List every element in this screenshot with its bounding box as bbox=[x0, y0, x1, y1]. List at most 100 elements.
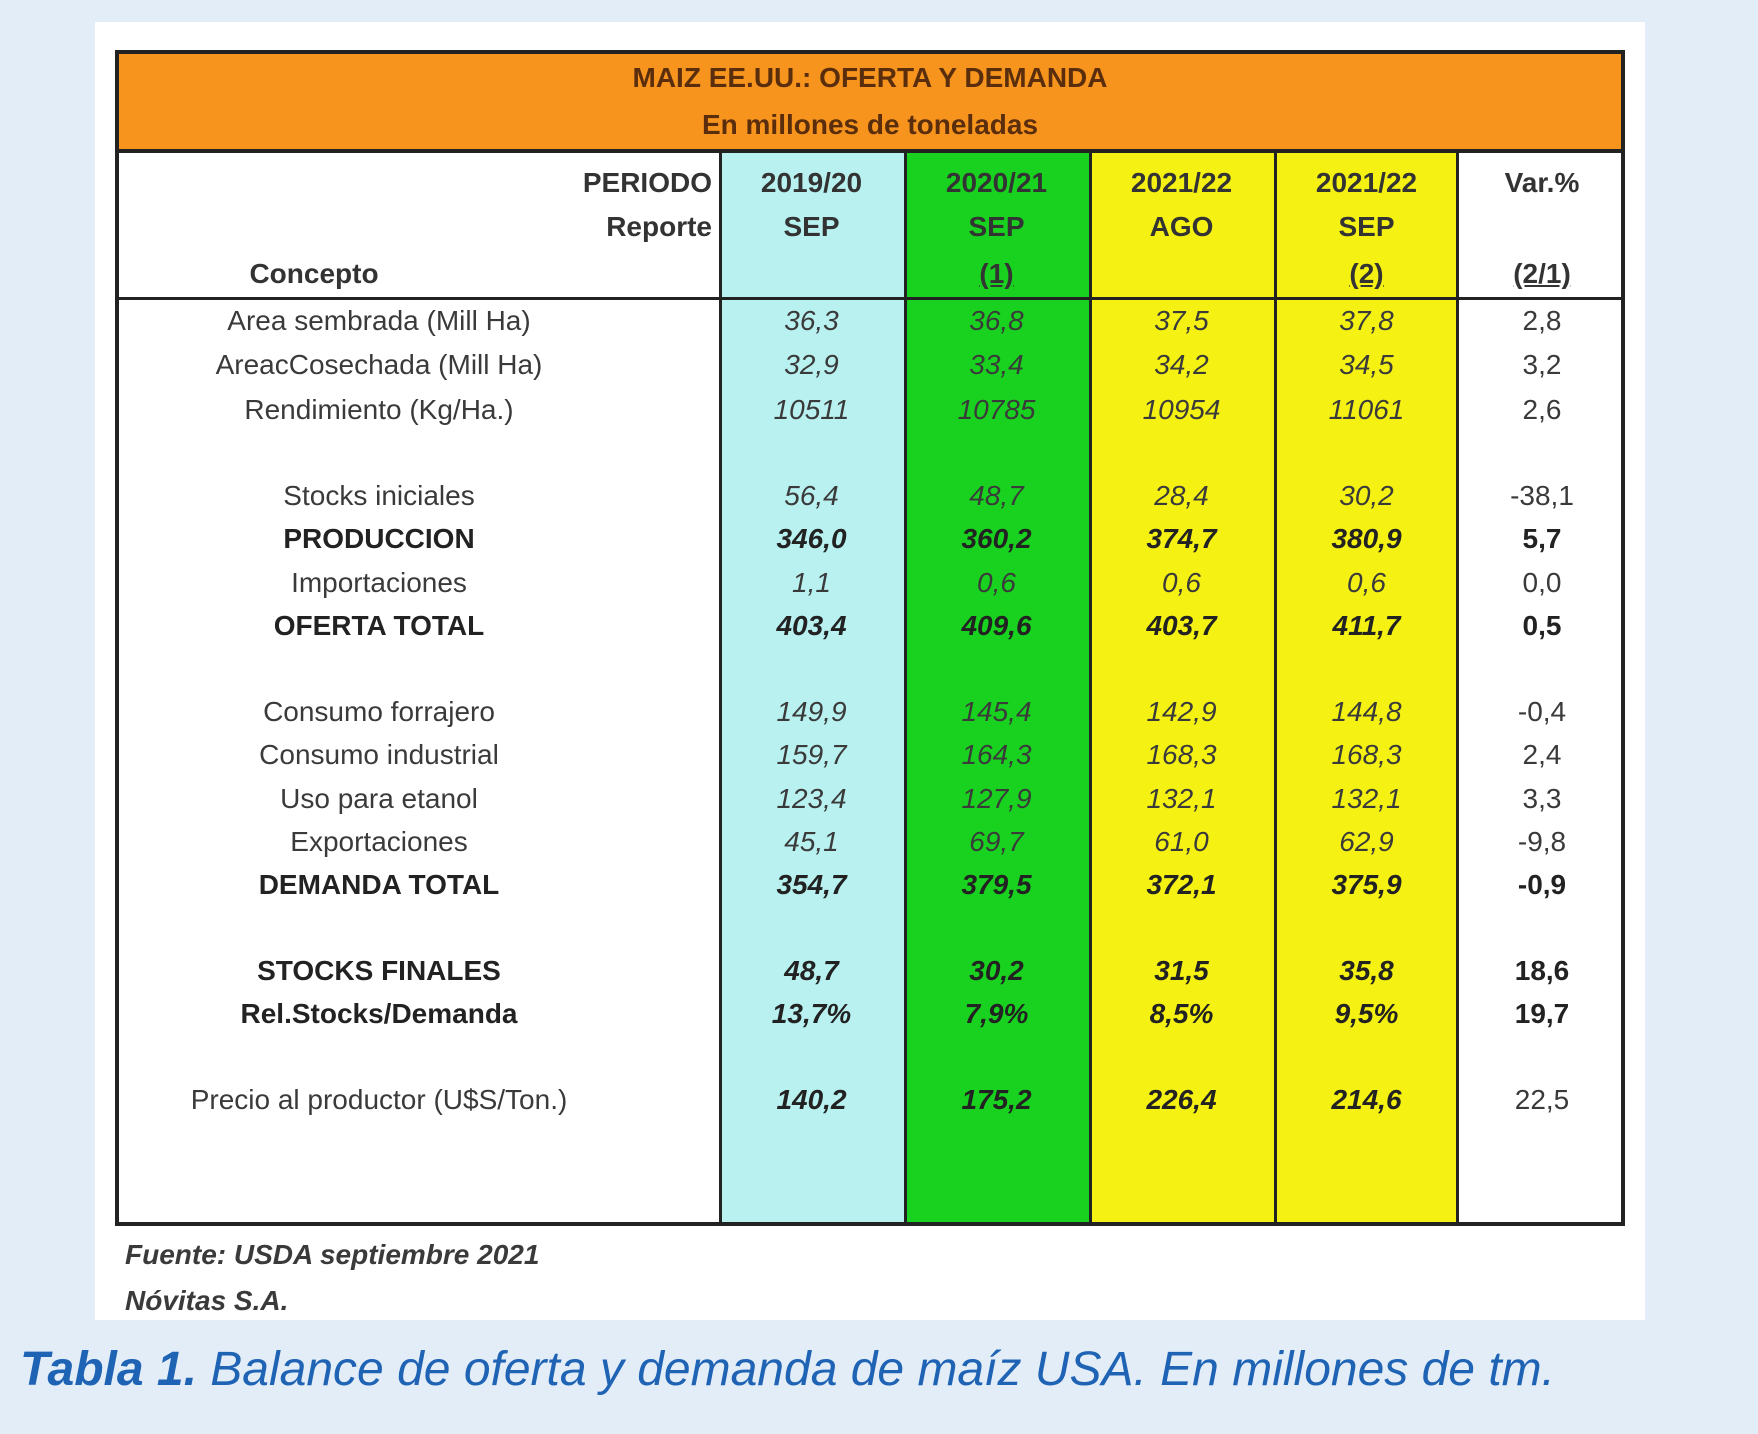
row-variation: 2,4 bbox=[1522, 739, 1562, 770]
row-value: 9,5% bbox=[1334, 998, 1399, 1029]
row-value: 61,0 bbox=[1154, 826, 1209, 857]
row-value: 175,2 bbox=[961, 1084, 1032, 1115]
row-value: 0,6 bbox=[1162, 567, 1201, 598]
row-value: 145,4 bbox=[961, 696, 1032, 727]
row-variation: 2,6 bbox=[1522, 394, 1562, 425]
col-period: 2021/22 bbox=[1130, 167, 1233, 198]
row-label: OFERTA TOTAL bbox=[273, 610, 485, 641]
col-ref: (2/1) bbox=[1513, 258, 1571, 289]
row-variation: 0,0 bbox=[1522, 567, 1562, 598]
row-value: 142,9 bbox=[1146, 696, 1217, 727]
row-value: 403,4 bbox=[776, 610, 847, 641]
row-value: 159,7 bbox=[776, 739, 847, 770]
row-value: 31,5 bbox=[1154, 955, 1209, 986]
row-value: 372,1 bbox=[1146, 869, 1217, 900]
author-note: Nóvitas S.A. bbox=[125, 1285, 289, 1316]
col-report: SEP bbox=[968, 211, 1025, 242]
caption-text: Balance de oferta y demanda de maíz USA.… bbox=[196, 1343, 1555, 1396]
column-band-2021-22-sep bbox=[1274, 153, 1459, 1222]
row-value: 10511 bbox=[773, 394, 850, 425]
row-value: 380,9 bbox=[1331, 523, 1402, 554]
column-band-2019-20 bbox=[719, 153, 904, 1222]
row-value: 164,3 bbox=[961, 739, 1032, 770]
row-value: 1,1 bbox=[792, 567, 831, 598]
row-value: 35,8 bbox=[1339, 955, 1394, 986]
row-variation: 2,8 bbox=[1522, 305, 1562, 336]
header-rule bbox=[119, 297, 1621, 300]
row-variation: 0,5 bbox=[1522, 610, 1562, 641]
supply-demand-table: MAIZ EE.UU.: OFERTA Y DEMANDA En millone… bbox=[115, 50, 1625, 1226]
row-value: 30,2 bbox=[969, 955, 1024, 986]
row-label: Rendimiento (Kg/Ha.) bbox=[244, 394, 514, 425]
col-period: 2020/21 bbox=[945, 167, 1048, 198]
row-value: 0,6 bbox=[977, 567, 1016, 598]
row-value: 11061 bbox=[1328, 394, 1405, 425]
row-value: 28,4 bbox=[1154, 480, 1209, 511]
row-value: 168,3 bbox=[1331, 739, 1402, 770]
periodo-label: PERIODO bbox=[582, 167, 712, 198]
col-ref: (1) bbox=[979, 258, 1014, 289]
row-label: DEMANDA TOTAL bbox=[258, 869, 500, 900]
row-value: 34,5 bbox=[1339, 349, 1394, 380]
row-label: Stocks iniciales bbox=[283, 480, 475, 511]
row-value: 62,9 bbox=[1339, 826, 1394, 857]
row-variation: 22,5 bbox=[1514, 1084, 1570, 1115]
row-label: Rel.Stocks/Demanda bbox=[240, 998, 518, 1029]
table-title: MAIZ EE.UU.: OFERTA Y DEMANDA bbox=[632, 62, 1108, 93]
row-value: 132,1 bbox=[1146, 783, 1217, 814]
row-value: 226,4 bbox=[1146, 1084, 1217, 1115]
row-variation: 5,7 bbox=[1522, 523, 1562, 554]
row-value: 403,7 bbox=[1146, 610, 1217, 641]
row-variation: 19,7 bbox=[1514, 998, 1570, 1029]
row-value: 127,9 bbox=[961, 783, 1032, 814]
row-value: 48,7 bbox=[969, 480, 1024, 511]
row-label: Uso para etanol bbox=[280, 783, 478, 814]
row-value: 168,3 bbox=[1146, 739, 1217, 770]
row-value: 374,7 bbox=[1146, 523, 1217, 554]
row-value: 409,6 bbox=[961, 610, 1032, 641]
row-value: 7,9% bbox=[964, 998, 1029, 1029]
row-variation: -0,4 bbox=[1517, 696, 1567, 727]
row-value: 140,2 bbox=[776, 1084, 847, 1115]
row-value: 13,7% bbox=[771, 998, 852, 1029]
row-value: 45,1 bbox=[784, 826, 839, 857]
reporte-label: Reporte bbox=[606, 211, 712, 242]
column-band-2020-21 bbox=[904, 153, 1089, 1222]
row-value: 149,9 bbox=[776, 696, 847, 727]
row-label: Importaciones bbox=[291, 567, 467, 598]
row-value: 0,6 bbox=[1347, 567, 1386, 598]
row-value: 411,7 bbox=[1332, 610, 1401, 641]
row-value: 375,9 bbox=[1331, 869, 1402, 900]
column-band-2021-22-ago bbox=[1089, 153, 1274, 1222]
col-report: SEP bbox=[783, 211, 840, 242]
row-value: 144,8 bbox=[1331, 696, 1402, 727]
row-value: 10954 bbox=[1142, 394, 1221, 425]
row-value: 32,9 bbox=[784, 349, 839, 380]
row-value: 33,4 bbox=[969, 349, 1024, 380]
row-label: Consumo industrial bbox=[259, 739, 499, 770]
table-title-band: MAIZ EE.UU.: OFERTA Y DEMANDA En millone… bbox=[119, 54, 1621, 153]
row-value: 37,8 bbox=[1339, 305, 1394, 336]
caption-label: Tabla 1. bbox=[20, 1343, 197, 1396]
row-value: 346,0 bbox=[776, 523, 847, 554]
footnotes: Fuente: USDA septiembre 2021 Nóvitas S.A… bbox=[125, 1232, 539, 1324]
col-period: 2019/20 bbox=[760, 167, 863, 198]
row-label: AreacCosechada (Mill Ha) bbox=[215, 349, 543, 380]
row-label: STOCKS FINALES bbox=[257, 955, 501, 986]
row-value: 56,4 bbox=[784, 480, 839, 511]
row-value: 36,8 bbox=[969, 305, 1024, 336]
row-value: 48,7 bbox=[784, 955, 839, 986]
row-value: 37,5 bbox=[1154, 305, 1209, 336]
row-label: Exportaciones bbox=[290, 826, 468, 857]
row-value: 34,2 bbox=[1154, 349, 1209, 380]
row-value: 379,5 bbox=[961, 869, 1032, 900]
col-period: 2021/22 bbox=[1315, 167, 1418, 198]
row-variation: 3,3 bbox=[1522, 783, 1562, 814]
row-value: 214,6 bbox=[1331, 1084, 1402, 1115]
row-value: 10785 bbox=[957, 394, 1036, 425]
row-value: 8,5% bbox=[1149, 998, 1214, 1029]
row-value: 354,7 bbox=[776, 869, 847, 900]
row-value: 69,7 bbox=[969, 826, 1024, 857]
table-subtitle: En millones de toneladas bbox=[701, 109, 1039, 140]
table-caption: Tabla 1. Balance de oferta y demanda de … bbox=[20, 1342, 1555, 1397]
